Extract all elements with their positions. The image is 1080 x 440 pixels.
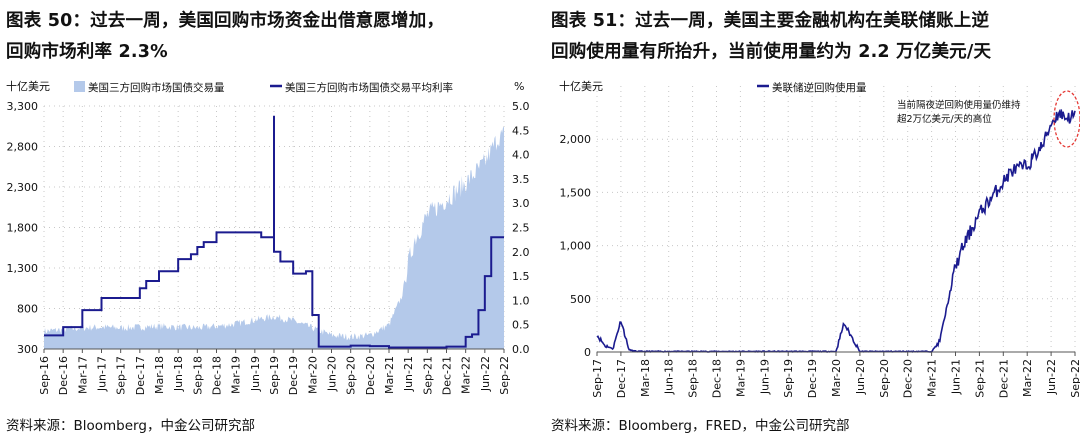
x-tick-label: Dec-16 xyxy=(57,356,70,395)
y-tick-label: 2,000 xyxy=(560,133,592,146)
x-tick-label: Mar-21 xyxy=(383,356,396,394)
y-tick-label: 1,500 xyxy=(560,186,592,199)
y-right-tick-label: 3.5 xyxy=(512,173,530,186)
x-tick-label: Sep-16 xyxy=(38,356,51,395)
chart-title-line-1: 图表 51：过去一周，美国主要金融机构在美联储账上逆 xyxy=(551,11,990,31)
annotation-line-2: 超2万亿美元/天的高位 xyxy=(897,113,992,125)
x-tick-label: Dec-19 xyxy=(806,359,819,398)
legend-label: 美联储逆回购使用量 xyxy=(772,81,867,94)
y-left-tick-label: 300 xyxy=(17,343,38,356)
y-left-unit: 十亿美元 xyxy=(6,79,50,93)
x-tick-label: Jun-22 xyxy=(1045,359,1058,395)
legend-swatch-area xyxy=(74,81,85,92)
x-tick-label: Mar-18 xyxy=(639,359,652,397)
x-tick-label: Mar-18 xyxy=(153,356,166,394)
chart-title-line-2: 回购使用量有所抬升，当前使用量约为 2.2 万亿美元/天 xyxy=(551,42,992,62)
series-area-repo-volume xyxy=(44,126,504,349)
y-left-tick-label: 1,300 xyxy=(7,262,39,275)
y-tick-label: 1,000 xyxy=(560,240,592,253)
repo-chart-svg: 300 800 1,300 1,800 2,300 2,800 3,300 0.0 0.5 1.0… xyxy=(6,79,530,395)
x-tick-label: Sep-20 xyxy=(878,359,891,398)
x-tick-label: Jun-21 xyxy=(402,356,415,392)
y-right-tick-label: 4.5 xyxy=(512,124,530,137)
x-tick-label: Sep-22 xyxy=(498,356,511,395)
y-left-tick-label: 2,800 xyxy=(7,141,39,154)
y-left-tick-label: 800 xyxy=(17,303,38,316)
x-tick-label: Sep-19 xyxy=(268,356,281,395)
x-tick-label: Dec-18 xyxy=(211,356,224,395)
highlight-ellipse xyxy=(1053,90,1080,148)
annotation-line-1: 当前隔夜逆回购使用量仍维持 xyxy=(897,99,1021,111)
y-tick-label: 0 xyxy=(584,346,591,359)
x-tick-label: Sep-21 xyxy=(421,356,434,395)
chart-panel-repo-volume-rate: 图表 50：过去一周，美国回购市场资金出借意愿增加， 回购市场利率 2.3% 3… xyxy=(0,0,535,440)
y-tick-label: 500 xyxy=(570,293,591,306)
x-tick-label: Mar-19 xyxy=(230,356,243,394)
y-right-tick-label: 3.0 xyxy=(512,197,530,210)
x-tick-label: Mar-22 xyxy=(460,356,473,394)
x-tick-label: Mar-22 xyxy=(1021,359,1034,397)
x-tick-label: Mar-21 xyxy=(926,359,939,397)
y-right-tick-label: 0.0 xyxy=(512,343,530,356)
x-tick-label: Dec-18 xyxy=(711,359,724,398)
chart-source: 资料来源：Bloomberg，FRED，中金公司研究部 xyxy=(551,418,850,434)
x-tick-label: Jun-22 xyxy=(479,356,492,392)
x-tick-label: Jun-19 xyxy=(249,356,262,392)
chart-title: 图表 51：过去一周，美国主要金融机构在美联储账上逆 回购使用量有所抬升，当前使… xyxy=(551,6,1076,68)
x-tick-label: Jun-21 xyxy=(950,359,963,395)
x-tick-label: Sep-19 xyxy=(782,359,795,398)
chart-title-line-2: 回购市场利率 2.3% xyxy=(6,42,168,62)
y-right-unit: % xyxy=(514,80,524,93)
x-tick-label: Dec-19 xyxy=(287,356,300,395)
x-tick-label: Mar-19 xyxy=(734,359,747,397)
x-tick-label: Sep-18 xyxy=(687,359,700,398)
x-tick-label: Sep-18 xyxy=(191,356,204,395)
legend-label-area: 美国三方回购市场国债交易量 xyxy=(88,81,225,94)
x-tick-label: Jun-18 xyxy=(172,356,185,392)
x-tick-label: Sep-17 xyxy=(115,356,128,395)
y-right-tick-label: 5.0 xyxy=(512,100,530,113)
x-tick-label: Jun-17 xyxy=(96,356,109,392)
x-tick-label: Sep-17 xyxy=(591,359,604,398)
x-tick-label: Sep-22 xyxy=(1069,359,1080,398)
chart-title-line-1: 图表 50：过去一周，美国回购市场资金出借意愿增加， xyxy=(6,11,445,31)
x-tick-label: Dec-17 xyxy=(615,359,628,398)
x-tick-label: Dec-17 xyxy=(134,356,147,395)
x-tick-label: Mar-20 xyxy=(830,359,843,397)
x-tick-label: Mar-17 xyxy=(76,356,89,394)
x-tick-label: Jun-18 xyxy=(663,359,676,395)
series-line-repo-rate xyxy=(44,115,504,349)
y-right-tick-label: 0.5 xyxy=(512,319,530,332)
y-right-tick-label: 2.5 xyxy=(512,222,530,235)
x-tick-label: Dec-21 xyxy=(441,356,454,395)
y-right-tick-label: 4.0 xyxy=(512,149,530,162)
x-tick-label: Jun-19 xyxy=(758,359,771,395)
x-tick-label: Sep-20 xyxy=(345,356,358,395)
chart-title: 图表 50：过去一周，美国回购市场资金出借意愿增加， 回购市场利率 2.3% xyxy=(6,6,531,68)
y-right-tick-label: 1.5 xyxy=(512,270,530,283)
y-left-tick-label: 3,300 xyxy=(7,100,39,113)
legend-label-line: 美国三方回购市场国债交易平均利率 xyxy=(285,81,453,94)
series-line-reverse-repo xyxy=(596,108,1076,353)
x-tick-label: Dec-20 xyxy=(902,359,915,398)
y-left-tick-label: 1,800 xyxy=(7,222,39,235)
y-unit: 十亿美元 xyxy=(559,79,603,93)
y-right-tick-label: 2.0 xyxy=(512,246,530,259)
chart-panel-reverse-repo-usage: 图表 51：过去一周，美国主要金融机构在美联储账上逆 回购使用量有所抬升，当前使… xyxy=(545,0,1080,440)
x-tick-label: Jun-20 xyxy=(326,356,339,392)
y-left-tick-label: 2,300 xyxy=(7,181,39,194)
y-right-tick-label: 1.0 xyxy=(512,294,530,307)
x-tick-label: Dec-20 xyxy=(364,356,377,395)
x-tick-label: Mar-20 xyxy=(306,356,319,394)
reverse-repo-chart-svg: 0 500 1,000 1,500 2,000 Sep-17 Dec-17 Mar-18 Jun… xyxy=(559,79,1080,398)
x-tick-label: Sep-21 xyxy=(973,359,986,398)
x-tick-label: Dec-21 xyxy=(997,359,1010,398)
x-tick-label: Jun-20 xyxy=(854,359,867,395)
chart-source: 资料来源：Bloomberg，中金公司研究部 xyxy=(6,418,255,434)
